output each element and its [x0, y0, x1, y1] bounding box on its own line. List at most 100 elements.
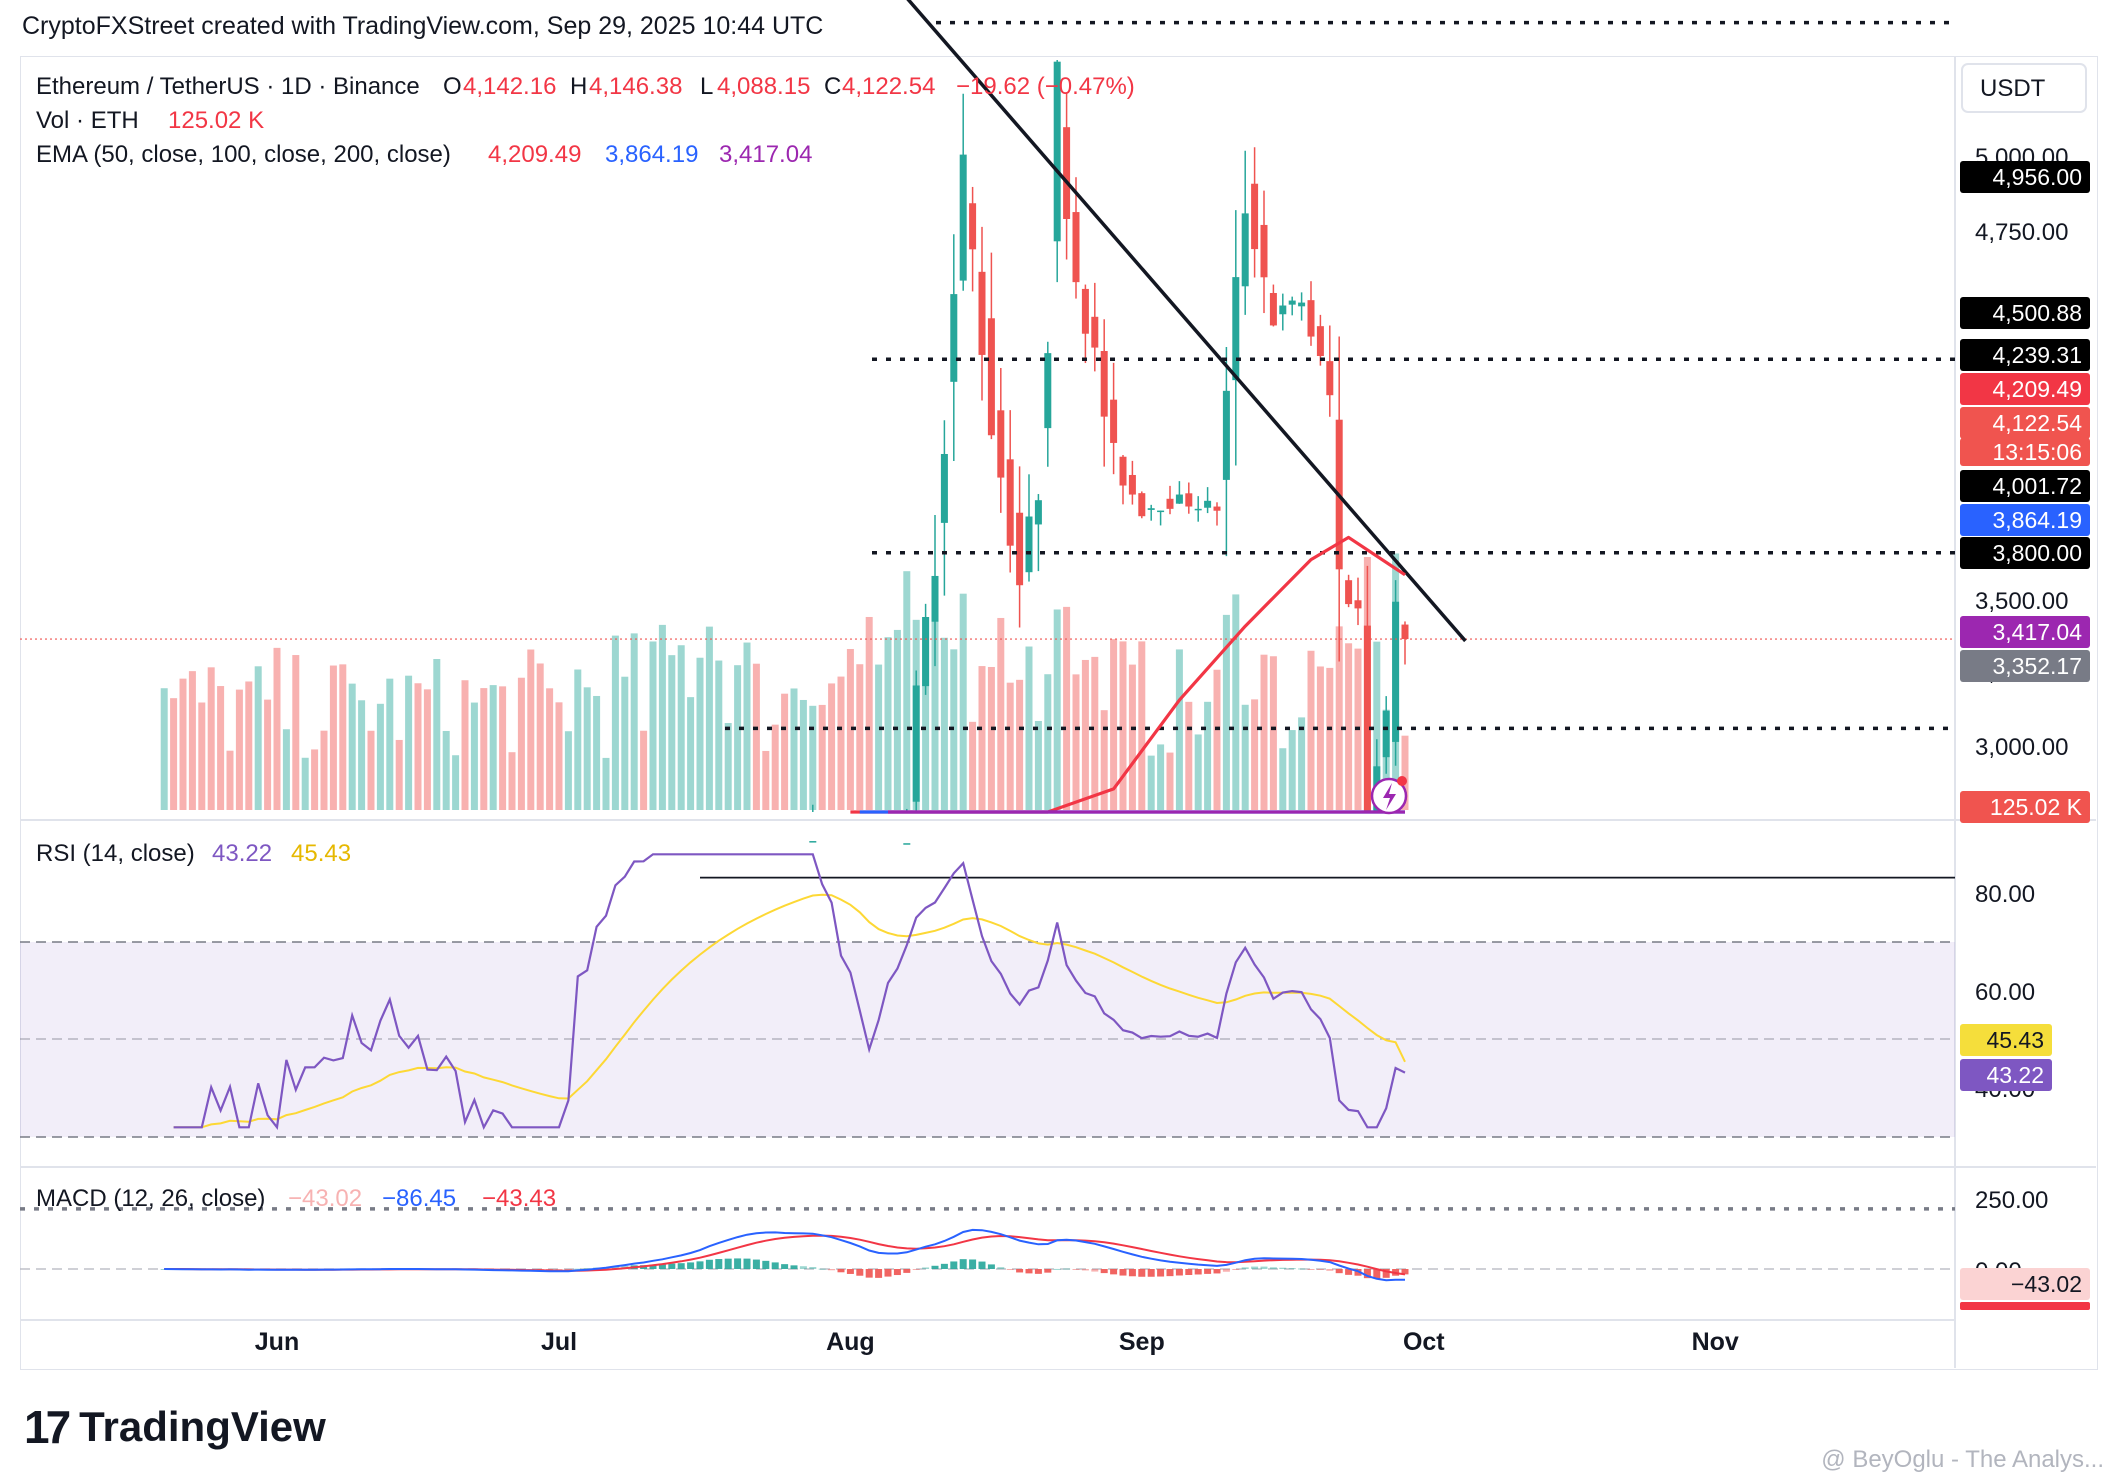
candle-body	[1260, 224, 1268, 278]
legend-c-value: 4,122.54	[842, 73, 935, 100]
volume-bar	[593, 695, 601, 810]
macd-histogram-bar	[1175, 1269, 1183, 1276]
rsi-axis-label: 80.00	[1975, 881, 2035, 908]
time-axis-label: Nov	[1692, 1328, 1739, 1356]
volume-bar	[893, 629, 901, 810]
volume-bar	[987, 666, 995, 810]
candle-body	[1269, 292, 1277, 326]
legend-c-label: C	[824, 73, 841, 100]
rsi-ma-line	[173, 893, 1406, 1129]
macd-histogram-bar	[1335, 1269, 1343, 1274]
volume-bar	[1128, 664, 1136, 810]
candle-body	[1128, 474, 1136, 495]
candle-body	[1138, 493, 1146, 517]
lightning-icon[interactable]	[1370, 776, 1408, 815]
macd-label: MACD (12, 26, close)	[36, 1185, 265, 1212]
candle-body	[1034, 500, 1042, 525]
candle-body	[950, 294, 958, 382]
rsi-tag-value	[1960, 1059, 2052, 1091]
macd-histogram-bar	[1091, 1269, 1099, 1272]
price-tag-text-countdown: 13:15:06	[1992, 439, 2082, 465]
price-tag-text-p4001: 4,001.72	[1992, 473, 2082, 499]
macd-histogram-bar	[687, 1262, 695, 1269]
volume-bar	[1185, 701, 1193, 810]
macd-histogram-bar	[1006, 1269, 1014, 1271]
volume-bar	[1091, 656, 1099, 810]
macd-histogram-bar	[837, 1269, 845, 1273]
volume-bar	[922, 617, 930, 810]
currency-selector[interactable]	[1961, 63, 2087, 113]
price-tag-text-last: 4,122.54	[1992, 410, 2082, 436]
price-tag-text-vol: 125.02 K	[1990, 794, 2083, 820]
volume-bar	[781, 693, 789, 810]
volume-bar	[658, 624, 666, 810]
volume-bar	[170, 698, 178, 810]
candle-body	[1072, 212, 1080, 283]
macd-histogram-bar	[1373, 1269, 1381, 1279]
price-tag-ema200	[1960, 616, 2090, 648]
macd-histogram-bar	[903, 1269, 911, 1273]
macd-histogram-bar	[668, 1263, 676, 1269]
volume-bar	[1316, 666, 1324, 810]
macd-histogram-bar	[987, 1264, 995, 1269]
macd-histogram-bar	[799, 1266, 807, 1269]
candle-body	[969, 203, 977, 250]
candle-body	[1363, 625, 1371, 812]
price-tag-text-p3800: 3,800.00	[1992, 540, 2082, 566]
price-tag-p4239	[1960, 339, 2090, 371]
volume-bar	[1298, 717, 1306, 810]
macd-histogram-bar	[856, 1269, 864, 1276]
macd-histogram-bar	[696, 1261, 704, 1269]
volume-bar	[687, 697, 695, 810]
volume-bar	[856, 664, 864, 810]
volume-bar	[752, 663, 760, 810]
macd-histogram-bar	[1382, 1269, 1390, 1278]
price-axis-label: 4,750.00	[1975, 219, 2068, 246]
macd-histogram-bar	[574, 1268, 582, 1270]
volume-bar	[668, 655, 676, 810]
legend-l-value: 4,088.15	[717, 73, 810, 100]
macd-line	[164, 1228, 1406, 1282]
rsi-ma-value: 45.43	[291, 840, 351, 867]
volume-bar	[1006, 682, 1014, 810]
volume-bar	[1232, 594, 1240, 810]
volume-bar	[386, 678, 394, 810]
candle-body	[940, 453, 948, 523]
macd-histogram-bar	[771, 1262, 779, 1269]
price-chart[interactable]: 5,000.004,750.003,500.003,250.003,000.00…	[0, 0, 2116, 1400]
tradingview-wordmark: TradingView	[79, 1403, 326, 1450]
volume-bar	[1345, 643, 1353, 810]
volume-bar	[282, 729, 290, 810]
price-tag-p3352	[1960, 650, 2090, 682]
price-tag-p4956	[1960, 161, 2090, 193]
volume-bar	[1213, 669, 1221, 810]
price-tag-text-ema200: 3,417.04	[1992, 619, 2082, 645]
macd-histogram-bar	[978, 1261, 986, 1269]
time-axis-label: Oct	[1403, 1328, 1445, 1356]
macd-histogram-bar	[1363, 1269, 1371, 1279]
volume-bar	[1373, 641, 1381, 810]
candle-body	[1110, 399, 1118, 443]
legend-h-value: 4,146.38	[589, 73, 682, 100]
author-watermark: @ BeyOglu - The Analys...	[1821, 1446, 2104, 1473]
volume-bar	[198, 702, 206, 810]
candle-body	[1185, 493, 1193, 507]
candle-body	[903, 843, 911, 845]
volume-bar	[649, 641, 657, 810]
volume-bar	[264, 699, 272, 810]
price-tag-p4001	[1960, 470, 2090, 502]
macd-histogram-bar	[1213, 1269, 1221, 1274]
macd-histogram-bar	[1100, 1269, 1108, 1274]
time-axis-label: Jun	[255, 1328, 299, 1356]
macd-histogram-bar	[1260, 1266, 1268, 1269]
macd-histogram-bar	[1034, 1269, 1042, 1274]
volume-bar	[884, 637, 892, 810]
candle-body	[1222, 390, 1230, 480]
volume-bar	[705, 626, 713, 810]
macd-histogram-bar	[1288, 1268, 1296, 1270]
volume-bar	[546, 688, 554, 810]
volume-bar	[1081, 659, 1089, 810]
rsi-line	[173, 853, 1406, 1131]
candle-body	[1166, 498, 1174, 509]
macd-histogram-bar	[940, 1263, 948, 1269]
